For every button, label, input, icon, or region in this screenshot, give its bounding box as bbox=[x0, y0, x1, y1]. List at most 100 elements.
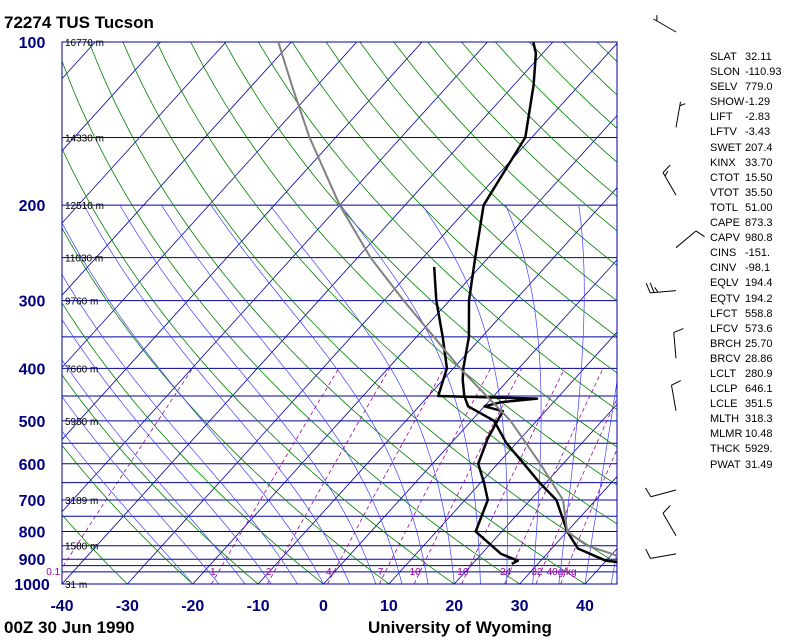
height-label: 16770 m bbox=[65, 38, 104, 49]
index-name: CTOT bbox=[710, 171, 740, 184]
index-row: SHOW -1.29 bbox=[710, 95, 798, 110]
chart-title: 72274 TUS Tucson bbox=[4, 13, 154, 32]
mixing-ratio-label: 32 bbox=[531, 567, 543, 578]
index-value: -98.1 bbox=[745, 262, 771, 275]
y-tick-label: 300 bbox=[19, 294, 46, 311]
index-name: SLAT bbox=[710, 51, 737, 63]
x-tick-label: 10 bbox=[380, 598, 398, 615]
moist-adiabat bbox=[558, 205, 585, 584]
profile-dewpoint bbox=[432, 266, 539, 566]
index-row: LCLE 351.5 bbox=[710, 397, 798, 412]
wind-barb-staff bbox=[650, 553, 677, 559]
index-value: 51.00 bbox=[745, 201, 773, 214]
index-name: KINX bbox=[710, 156, 736, 169]
index-row: BRCV 28.86 bbox=[710, 352, 798, 367]
index-row: CTOT 15.50 bbox=[710, 171, 798, 186]
mixing-ratio-label: 4 bbox=[326, 567, 332, 578]
y-tick-label: 800 bbox=[19, 524, 46, 541]
index-name: TOTL bbox=[710, 201, 738, 214]
wind-barb bbox=[675, 101, 686, 128]
wind-barb bbox=[644, 487, 677, 498]
index-value: 873.3 bbox=[745, 217, 773, 230]
index-name: THCK bbox=[710, 443, 740, 456]
moist-adiabat bbox=[421, 205, 508, 584]
index-value: 32.11 bbox=[745, 51, 772, 63]
mixing-ratio-line bbox=[211, 368, 340, 584]
index-row: EQTV 194.2 bbox=[710, 292, 798, 307]
wind-barb-feather bbox=[679, 103, 686, 107]
index-name: SWET bbox=[710, 141, 742, 154]
isotherm-line bbox=[62, 42, 423, 441]
x-tick-label: -40 bbox=[50, 598, 73, 615]
index-row: PWAT 31.49 bbox=[710, 458, 798, 473]
index-name: LFCT bbox=[710, 307, 738, 320]
wind-barb-feather bbox=[645, 282, 651, 294]
index-row: CAPV 980.8 bbox=[710, 231, 798, 246]
index-row: LIFT -2.83 bbox=[710, 110, 798, 125]
isotherm-line bbox=[453, 403, 617, 584]
wind-barb bbox=[675, 230, 705, 249]
mixing-ratio-line bbox=[461, 368, 566, 584]
wind-barb bbox=[662, 505, 677, 536]
wind-barb-feather bbox=[654, 287, 659, 293]
mixing-ratio-line bbox=[62, 368, 193, 569]
isotherm-line bbox=[62, 42, 488, 513]
mixing-ratio-label: 0.1 bbox=[46, 567, 60, 578]
wind-barb-staff bbox=[650, 290, 677, 294]
moist-adiabat bbox=[505, 205, 542, 584]
index-name: CINS bbox=[710, 247, 737, 260]
isotherm-line bbox=[519, 475, 617, 584]
wind-barb-feather bbox=[671, 380, 682, 386]
x-tick-label: 0 bbox=[319, 598, 328, 615]
index-row: VTOT 35.50 bbox=[710, 186, 798, 201]
wind-barb bbox=[645, 282, 677, 294]
moist-adiabat bbox=[119, 205, 377, 584]
dry-adiabat bbox=[62, 302, 324, 584]
index-name: LFTV bbox=[710, 126, 737, 139]
index-row: EQLV 194.4 bbox=[710, 276, 798, 291]
wind-barb-staff bbox=[662, 512, 677, 536]
index-value: 31.49 bbox=[745, 458, 773, 471]
index-value: 5929. bbox=[745, 443, 773, 456]
index-row: CAPE 873.3 bbox=[710, 216, 798, 231]
index-value: -151. bbox=[745, 247, 771, 260]
index-value: -110.93 bbox=[745, 66, 782, 79]
index-row: LCLP 646.1 bbox=[710, 382, 798, 397]
mixing-ratio-label: 1 bbox=[210, 567, 216, 578]
index-value: 194.4 bbox=[745, 277, 773, 290]
index-row: SELV 779.0 bbox=[710, 80, 798, 95]
index-row: CINV -98.1 bbox=[710, 261, 798, 276]
wind-barb-staff bbox=[650, 489, 677, 498]
index-name: LIFT bbox=[710, 111, 733, 124]
index-value: 573.6 bbox=[745, 322, 773, 335]
index-row: LFTV -3.43 bbox=[710, 125, 798, 140]
x-tick-label: 30 bbox=[511, 598, 529, 615]
moist-adiabat bbox=[62, 396, 220, 584]
moist-adiabat bbox=[210, 204, 429, 584]
index-row: LCLT 280.9 bbox=[710, 367, 798, 382]
dry-adiabat bbox=[156, 42, 617, 525]
mixing-ratio-label: 2 bbox=[266, 567, 272, 578]
index-row: LFCV 573.6 bbox=[710, 322, 798, 337]
stability-indices: SLAT 32.11 SLON -110.93 SELV 779.0 SHOW -1.29 LI… bbox=[710, 50, 798, 473]
index-value: -3.43 bbox=[745, 126, 771, 139]
y-tick-label: 100 bbox=[19, 35, 46, 52]
mixing-ratio-label: 24 bbox=[500, 567, 512, 578]
height-label: 1580 m bbox=[65, 542, 98, 553]
chart-footer-right: University of Wyoming bbox=[368, 618, 552, 637]
dry-adiabat bbox=[224, 42, 617, 448]
index-name: EQLV bbox=[710, 277, 739, 290]
height-label: 7660 m bbox=[65, 364, 98, 375]
isotherm-line bbox=[127, 42, 617, 584]
chart-footer-left: 00Z 30 Jun 1990 bbox=[4, 618, 134, 637]
moist-adiabat bbox=[62, 430, 194, 584]
index-name: MLTH bbox=[710, 413, 740, 426]
index-row: SLON -110.93 bbox=[710, 65, 798, 80]
wind-barb bbox=[653, 15, 677, 33]
index-value: 15.50 bbox=[745, 171, 773, 184]
index-row: SWET 207.4 bbox=[710, 141, 798, 156]
dry-adiabat bbox=[190, 42, 617, 486]
dry-adiabat bbox=[62, 227, 390, 584]
dry-adiabat bbox=[257, 42, 617, 411]
